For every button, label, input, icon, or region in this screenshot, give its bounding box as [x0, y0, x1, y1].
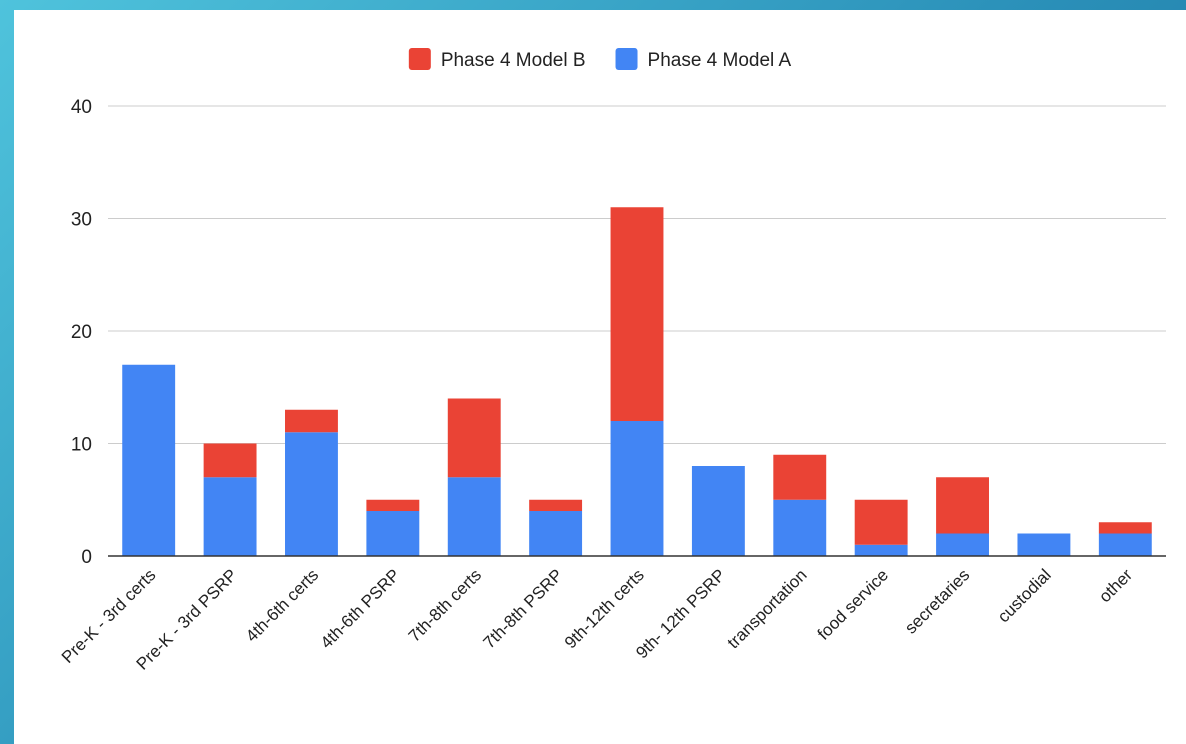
x-tick-label-food-service: food service [814, 565, 892, 643]
bar-phase-4-model-a-9th-12th-certs [610, 421, 664, 556]
x-tick-label-7th-8th-psrp: 7th-8th PSRP [480, 565, 567, 652]
legend: Phase 4 Model B Phase 4 Model A [408, 48, 792, 71]
x-tick-label-9th-12th-psrp: 9th- 12th PSRP [632, 565, 729, 662]
bar-phase-4-model-b-secretaries [936, 477, 989, 534]
x-tick-label-secretaries: secretaries [901, 565, 973, 637]
y-tick-label-30: 30 [71, 210, 92, 231]
bar-phase-4-model-a-4th-6th-psrp [366, 511, 420, 556]
x-tick-label-other: other [1095, 565, 1136, 606]
y-tick-label-0: 0 [81, 547, 92, 568]
stacked-bar-chart: Phase 4 Model B Phase 4 Model A 0 10 20 30 40… [58, 48, 1166, 674]
bar-phase-4-model-a-secretaries [936, 533, 989, 556]
y-tick-label-10: 10 [71, 435, 92, 456]
bar-phase-4-model-a-7th-8th-psrp [529, 511, 583, 556]
y-tick-label-20: 20 [71, 322, 92, 343]
bar-phase-4-model-a-9th-12th-psrp [691, 466, 745, 556]
bar-phase-4-model-b-4th-6th-certs [285, 409, 338, 433]
bar-phase-4-model-a-7th-8th-certs [447, 477, 501, 556]
legend-swatch-phase-4-model-b [408, 48, 431, 70]
chart-frame: Phase 4 Model B Phase 4 Model A 0 10 20 30 40… [14, 10, 1186, 744]
bar-phase-4-model-b-7th-8th-psrp [529, 499, 583, 511]
x-tick-label-7th-8th-certs: 7th-8th certs [405, 565, 485, 645]
bar-phase-4-model-b-pre-k-3rd-psrp [203, 443, 257, 478]
x-tick-label-custodial: custodial [994, 565, 1055, 626]
bar-phase-4-model-a-custodial [1017, 533, 1071, 556]
bar-phase-4-model-b-4th-6th-psrp [366, 499, 420, 511]
bars [122, 207, 1152, 556]
bar-phase-4-model-a-food-service [854, 544, 908, 556]
bar-phase-4-model-b-7th-8th-certs [447, 398, 501, 478]
x-tick-label-9th-12th-certs: 9th-12th certs [561, 565, 648, 652]
bar-phase-4-model-a-pre-k-3rd-certs [122, 364, 176, 556]
x-tick-label-4th-6th-psrp: 4th-6th PSRP [317, 565, 404, 652]
bar-phase-4-model-a-4th-6th-certs [285, 432, 338, 556]
bar-phase-4-model-b-other [1098, 522, 1152, 534]
bar-phase-4-model-a-other [1098, 533, 1152, 556]
bar-phase-4-model-b-9th-12th-certs [610, 207, 664, 421]
y-axis: 0 10 20 30 40 [71, 97, 92, 568]
bar-phase-4-model-b-transportation [773, 454, 827, 500]
legend-label-phase-4-model-b: Phase 4 Model B [441, 50, 586, 71]
bar-phase-4-model-a-pre-k-3rd-psrp [203, 477, 257, 556]
bar-phase-4-model-b-food-service [854, 499, 908, 545]
x-tick-label-transportation: transportation [724, 565, 811, 652]
x-tick-label-4th-6th-certs: 4th-6th certs [242, 565, 322, 645]
y-tick-label-40: 40 [71, 97, 92, 118]
legend-swatch-phase-4-model-a [615, 48, 638, 70]
bar-phase-4-model-a-transportation [773, 499, 827, 556]
legend-label-phase-4-model-a: Phase 4 Model A [648, 50, 792, 71]
